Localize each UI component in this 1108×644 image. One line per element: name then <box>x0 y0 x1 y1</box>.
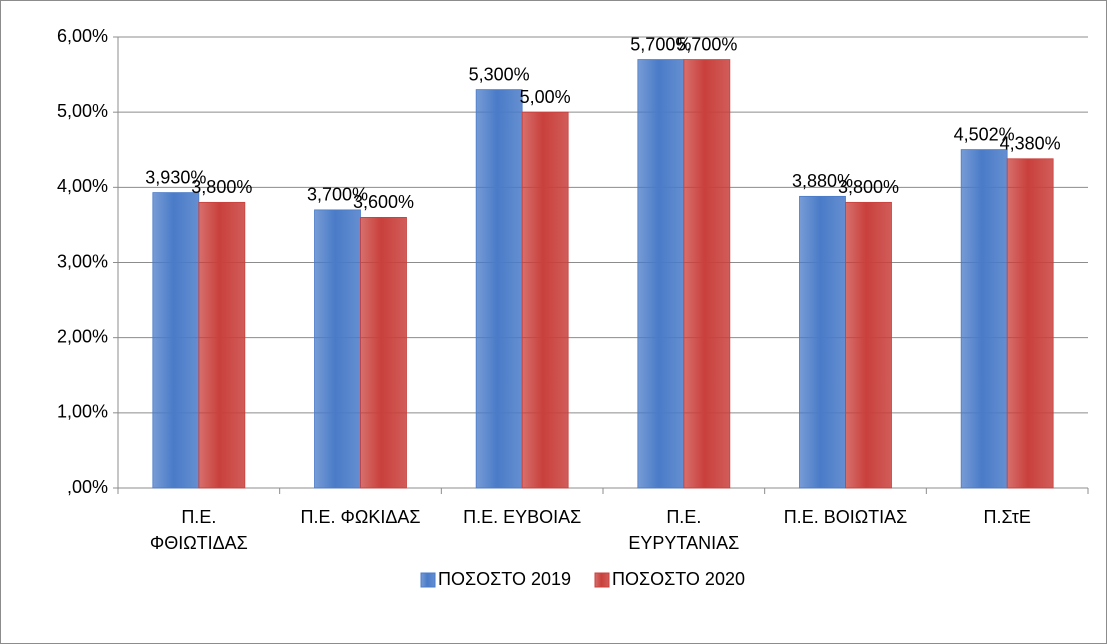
data-label: 5,300% <box>469 64 530 84</box>
bar <box>637 59 685 489</box>
data-label: 4,502% <box>954 124 1015 144</box>
legend-swatch <box>594 572 610 588</box>
bar <box>683 59 731 489</box>
data-label: 4,380% <box>1000 134 1061 154</box>
legend-swatch <box>420 572 436 588</box>
bar <box>152 192 200 489</box>
y-tick-label: 6,00% <box>57 26 108 46</box>
x-tick-label: Π.Ε. ΕΥΒΟΙΑΣ <box>463 507 581 527</box>
y-tick-label: 4,00% <box>57 176 108 196</box>
data-label: 3,880% <box>792 171 853 191</box>
legend-label: ΠΟΣΟΣΤΟ 2020 <box>612 569 745 589</box>
data-label: 3,600% <box>353 192 414 212</box>
y-tick-label: ,00% <box>67 477 108 497</box>
data-label: 3,800% <box>838 177 899 197</box>
legend: ΠΟΣΟΣΤΟ 2019 ΠΟΣΟΣΤΟ 2020 <box>420 569 745 589</box>
bar <box>198 201 246 489</box>
bar <box>845 201 892 489</box>
y-tick-label: 5,00% <box>57 101 108 121</box>
data-label: 3,700% <box>307 185 368 205</box>
legend-label: ΠΟΣΟΣΤΟ 2019 <box>438 569 571 589</box>
bar <box>799 195 846 489</box>
x-tick-label: Π.Ε. ΕΥΡΥΤΑΝΙΑΣ <box>628 507 739 553</box>
y-tick-label: 3,00% <box>57 251 108 271</box>
bar <box>360 216 407 489</box>
bar <box>475 89 523 489</box>
data-label: 5,700% <box>676 34 737 54</box>
bar <box>521 111 569 489</box>
data-label: 5,700% <box>630 34 691 54</box>
data-label: 5,00% <box>520 87 571 107</box>
bar <box>1006 158 1054 489</box>
y-tick-label: 2,00% <box>57 326 108 346</box>
data-label: 3,930% <box>145 167 206 187</box>
bar <box>314 209 361 489</box>
bar <box>960 149 1008 489</box>
x-tick-label: Π.Ε. ΦΘΙΩΤΙΔΑΣ <box>150 507 248 553</box>
y-tick-label: 1,00% <box>57 402 108 422</box>
x-tick-label: Π.Ε. ΦΩΚΙΔΑΣ <box>301 507 421 527</box>
x-tick-label: Π.ΣτΕ <box>983 507 1030 527</box>
data-label: 3,800% <box>191 177 252 197</box>
x-tick-label: Π.Ε. ΒΟΙΩΤΙΑΣ <box>784 507 908 527</box>
